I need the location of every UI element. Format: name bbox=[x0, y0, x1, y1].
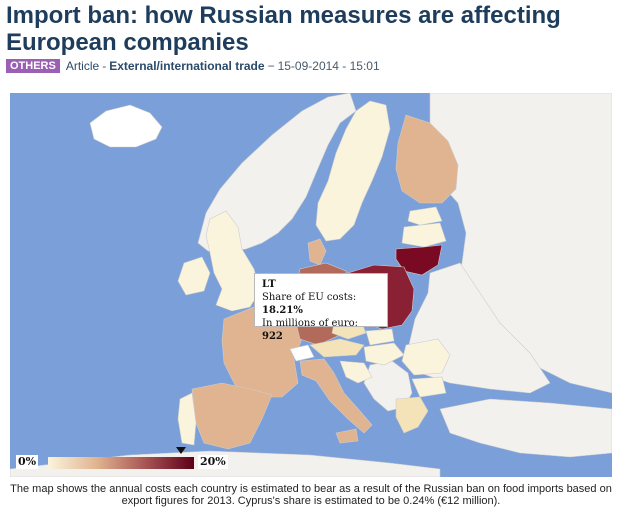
article-meta: OTHERS Article - External/international … bbox=[6, 58, 380, 74]
country-portugal[interactable] bbox=[177, 392, 197, 446]
legend-max-label: 20% bbox=[198, 455, 228, 469]
tooltip-millions-row: In millions of euro: 922 bbox=[262, 317, 380, 343]
country-bulgaria[interactable] bbox=[411, 376, 447, 398]
country-denmark[interactable] bbox=[307, 238, 327, 266]
tooltip-millions-label: In millions of euro: bbox=[262, 318, 359, 329]
country-uk[interactable] bbox=[205, 210, 261, 312]
country-lithuania[interactable] bbox=[395, 244, 443, 276]
country-ireland[interactable] bbox=[177, 256, 211, 296]
country-sweden[interactable] bbox=[315, 100, 391, 242]
topic-link[interactable]: External/international trade bbox=[109, 59, 265, 73]
country-estonia[interactable] bbox=[407, 206, 443, 226]
country-austria[interactable] bbox=[309, 338, 365, 358]
country-iceland[interactable] bbox=[89, 104, 163, 148]
date-separator: − bbox=[267, 59, 275, 73]
color-legend: 0% 20% bbox=[16, 447, 234, 473]
country-finland[interactable] bbox=[395, 114, 459, 204]
country-croatia[interactable] bbox=[339, 360, 373, 384]
tooltip-millions-value: 922 bbox=[262, 331, 283, 342]
tooltip-share-value: 18.21% bbox=[262, 305, 303, 316]
country-hungary[interactable] bbox=[363, 342, 405, 366]
map-caption: The map shows the annual costs each coun… bbox=[10, 483, 612, 507]
country-italy[interactable] bbox=[299, 358, 373, 434]
meta-separator: - bbox=[102, 59, 107, 73]
publish-date: 15-09-2014 - 15:01 bbox=[277, 59, 380, 73]
country-spain[interactable] bbox=[191, 382, 273, 450]
tooltip-country-code: LT bbox=[262, 279, 276, 290]
legend-min-label: 0% bbox=[16, 455, 39, 469]
country-turkey[interactable] bbox=[439, 398, 612, 458]
map-tooltip: LT Share of EU costs: 18.21% In millions… bbox=[254, 273, 388, 342]
article-title: Import ban: how Russian measures are aff… bbox=[6, 2, 561, 56]
tooltip-share-row: Share of EU costs: 18.21% bbox=[262, 291, 380, 317]
country-latvia[interactable] bbox=[401, 222, 447, 248]
country-switzerland[interactable] bbox=[289, 344, 315, 362]
article-type-link[interactable]: Article bbox=[65, 59, 100, 73]
country-greece[interactable] bbox=[395, 396, 429, 434]
country-sicily[interactable] bbox=[335, 428, 359, 444]
legend-value-marker bbox=[175, 447, 186, 454]
legend-gradient-bar bbox=[48, 457, 194, 469]
country-romania[interactable] bbox=[401, 338, 451, 376]
europe-map[interactable]: LT Share of EU costs: 18.21% In millions… bbox=[10, 93, 612, 477]
country-norway[interactable] bbox=[197, 93, 357, 254]
tooltip-share-label: Share of EU costs: bbox=[262, 292, 357, 303]
map-svg[interactable] bbox=[10, 93, 612, 477]
category-tag[interactable]: OTHERS bbox=[6, 59, 60, 73]
country-slovakia[interactable] bbox=[365, 328, 395, 346]
